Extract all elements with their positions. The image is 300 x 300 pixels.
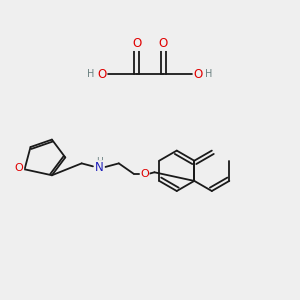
Text: O: O xyxy=(194,68,203,81)
Text: N: N xyxy=(95,161,104,174)
Text: H: H xyxy=(88,69,95,79)
Text: H: H xyxy=(96,158,103,166)
Text: O: O xyxy=(132,38,141,50)
Text: H: H xyxy=(205,69,212,79)
Text: O: O xyxy=(97,68,106,81)
Text: O: O xyxy=(140,169,149,179)
Text: O: O xyxy=(159,38,168,50)
Text: O: O xyxy=(15,164,24,173)
